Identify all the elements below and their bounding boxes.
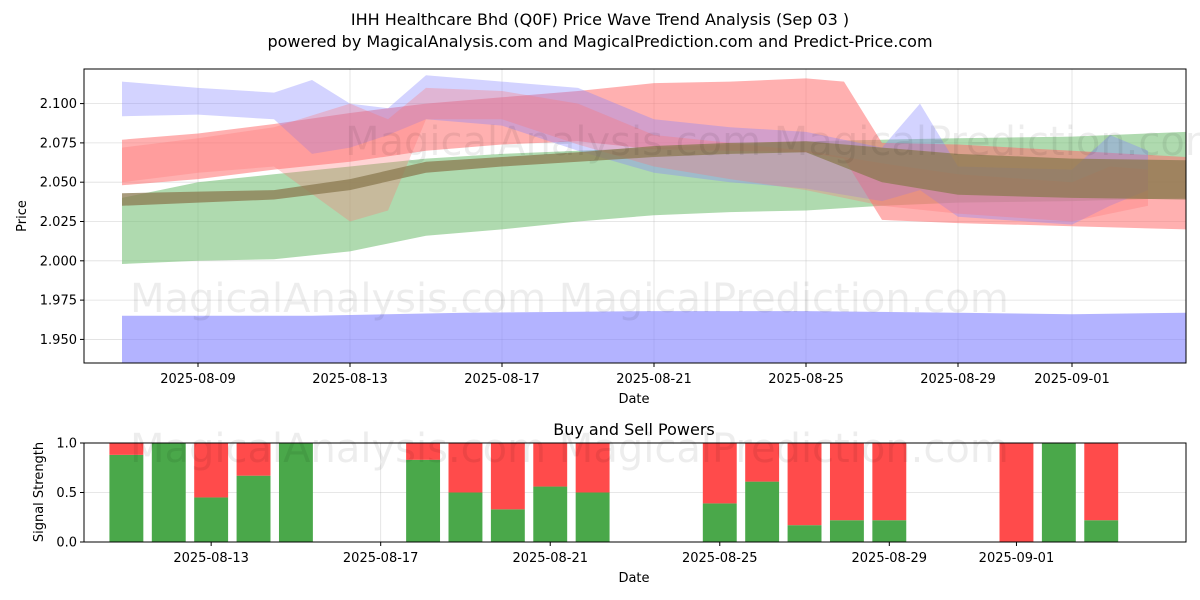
sell-bar bbox=[787, 443, 822, 526]
power-x-tick-label: 2025-08-21 bbox=[512, 551, 588, 566]
price-y-tick-label: 2.000 bbox=[40, 254, 77, 269]
price-band-0 bbox=[122, 311, 1186, 363]
price-y-axis-label: Price bbox=[15, 200, 30, 232]
buy-bar bbox=[745, 481, 780, 542]
price-plot-frame bbox=[83, 68, 1187, 364]
watermark-top: MagicalAnalysis.com MagicalPrediction.co… bbox=[345, 119, 1200, 165]
sell-bar bbox=[745, 443, 780, 482]
buy-bar bbox=[278, 443, 313, 542]
buy-bar bbox=[448, 492, 483, 542]
buy-bar bbox=[1041, 443, 1076, 542]
power-title: Buy and Sell Powers bbox=[553, 420, 715, 439]
power-panel: Buy and Sell Powers MagicalAnalysis.com … bbox=[32, 420, 1187, 586]
price-x-tick-label: 2025-08-29 bbox=[920, 372, 996, 387]
watermark-bottom: MagicalAnalysis.com MagicalPrediction.co… bbox=[130, 426, 1009, 472]
price-x-ticks: 2025-08-09 2025-08-13 2025-08-17 2025-08-21… bbox=[160, 363, 1110, 387]
sell-bar bbox=[1084, 443, 1119, 521]
sell-bar bbox=[702, 443, 737, 504]
power-x-tick-label: 2025-08-25 bbox=[682, 551, 758, 566]
power-y-tick-label: 1.0 bbox=[56, 437, 77, 452]
buy-bar bbox=[1084, 520, 1119, 542]
buy-bar bbox=[151, 443, 186, 542]
buy-bar bbox=[702, 503, 737, 542]
sell-bar bbox=[236, 443, 271, 476]
buy-bar bbox=[236, 475, 271, 542]
buy-bar bbox=[194, 497, 229, 542]
power-x-tick-label: 2025-09-01 bbox=[979, 551, 1055, 566]
power-x-tick-label: 2025-08-17 bbox=[343, 551, 419, 566]
price-x-tick-label: 2025-08-21 bbox=[616, 372, 692, 387]
price-x-tick-label: 2025-08-25 bbox=[768, 372, 844, 387]
power-y-tick-label: 0.5 bbox=[56, 486, 77, 501]
buy-bar bbox=[533, 486, 568, 542]
buy-bar bbox=[787, 525, 822, 542]
power-x-tick-label: 2025-08-29 bbox=[852, 551, 928, 566]
buy-bar bbox=[109, 454, 144, 542]
buy-bar bbox=[829, 520, 864, 542]
sell-bar bbox=[872, 443, 907, 521]
power-x-ticks: 2025-08-13 2025-08-17 2025-08-21 2025-08-25… bbox=[173, 542, 1054, 566]
watermark-middle: MagicalAnalysis.com MagicalPrediction.co… bbox=[130, 276, 1009, 322]
power-y-tick-label: 0.0 bbox=[56, 536, 77, 551]
price-x-tick-label: 2025-09-01 bbox=[1034, 372, 1110, 387]
buy-bar bbox=[490, 509, 525, 542]
sell-bar bbox=[109, 443, 144, 455]
price-panel: MagicalAnalysis.com MagicalPrediction.co… bbox=[15, 68, 1200, 407]
sell-bar bbox=[448, 443, 483, 493]
buy-bar bbox=[575, 492, 610, 542]
price-y-tick-label: 2.075 bbox=[40, 136, 77, 151]
sell-bar bbox=[999, 443, 1034, 542]
price-x-tick-label: 2025-08-17 bbox=[464, 372, 540, 387]
buy-bar bbox=[406, 459, 441, 542]
price-band-5 bbox=[122, 141, 1186, 206]
power-y-axis-label: Signal Strength bbox=[32, 442, 47, 542]
sell-bar bbox=[575, 443, 610, 493]
price-y-ticks: 1.950 1.975 2.000 2.025 2.050 2.075 2.100 bbox=[40, 97, 84, 348]
power-x-axis-label: Date bbox=[618, 571, 649, 586]
price-y-tick-label: 2.100 bbox=[40, 97, 77, 112]
sell-bar bbox=[829, 443, 864, 521]
power-bars bbox=[109, 443, 1119, 542]
sell-bar bbox=[194, 443, 229, 498]
price-x-axis-label: Date bbox=[618, 392, 649, 407]
price-x-tick-label: 2025-08-09 bbox=[160, 372, 236, 387]
price-x-tick-label: 2025-08-13 bbox=[312, 372, 388, 387]
chart-title: IHH Healthcare Bhd (Q0F) Price Wave Tren… bbox=[351, 10, 849, 29]
power-y-ticks: 0.0 0.5 1.0 bbox=[56, 437, 84, 551]
price-band-2 bbox=[122, 78, 1186, 230]
buy-bar bbox=[872, 520, 907, 542]
power-x-tick-label: 2025-08-13 bbox=[173, 551, 249, 566]
sell-bar bbox=[490, 443, 525, 510]
sell-bar bbox=[533, 443, 568, 487]
price-y-tick-label: 1.950 bbox=[40, 333, 77, 348]
price-bands bbox=[122, 75, 1186, 363]
sell-bar bbox=[406, 443, 441, 460]
chart-subtitle: powered by MagicalAnalysis.com and Magic… bbox=[267, 32, 932, 51]
price-y-tick-label: 2.050 bbox=[40, 176, 77, 191]
price-y-tick-label: 1.975 bbox=[40, 294, 77, 309]
price-y-tick-label: 2.025 bbox=[40, 215, 77, 230]
